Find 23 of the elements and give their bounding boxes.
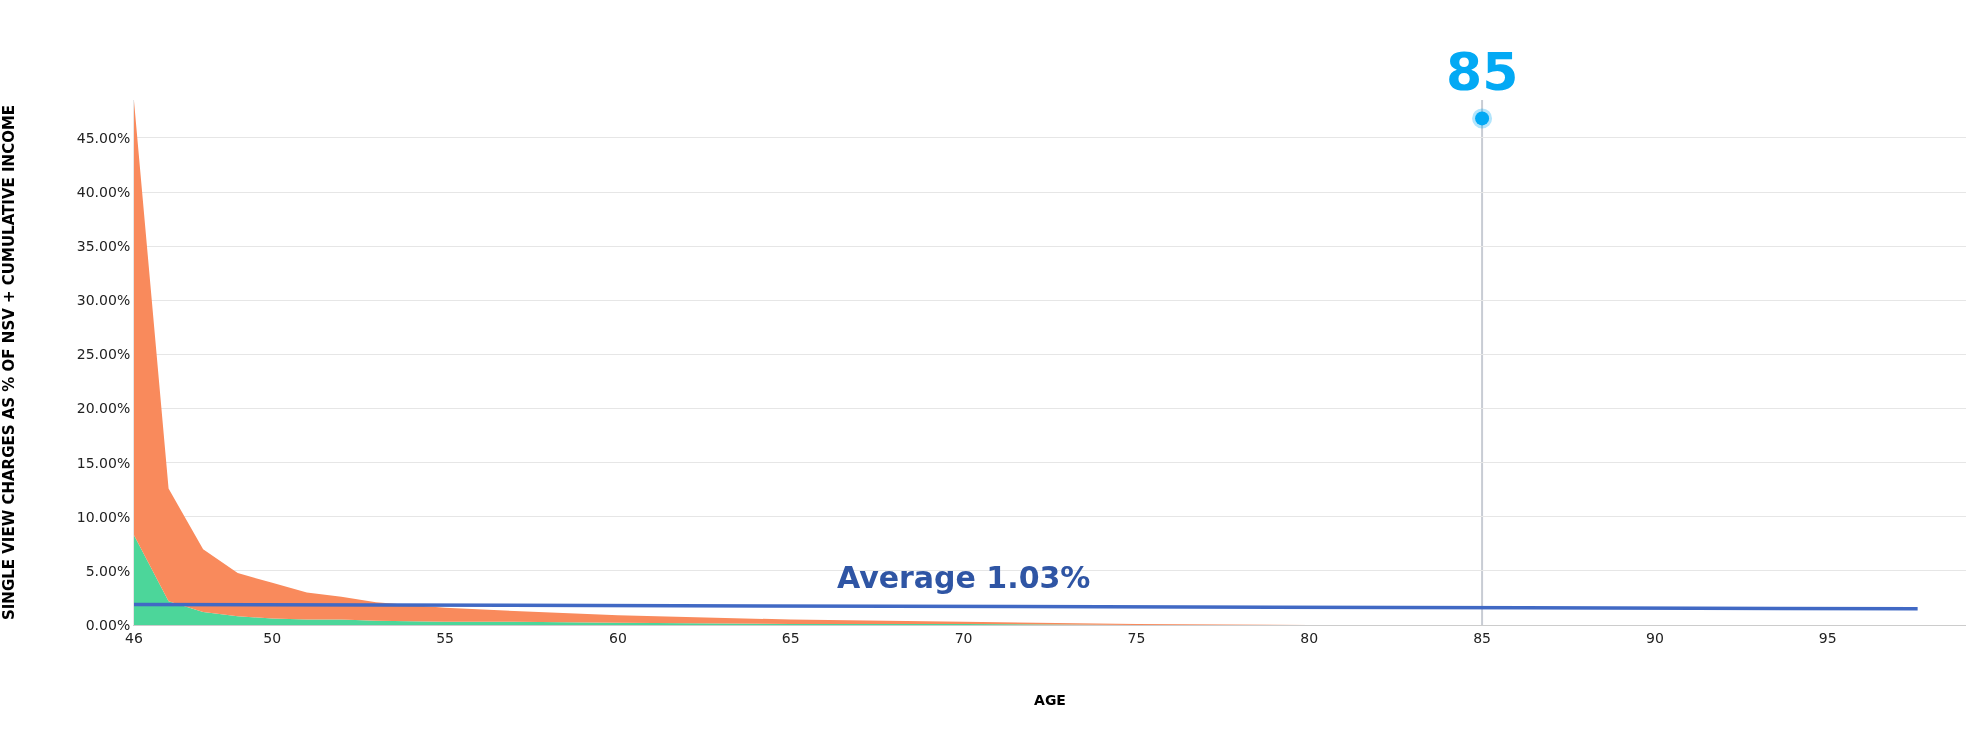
x-tick-label: 80	[1300, 629, 1319, 646]
y-tick-label: 20.00%	[76, 400, 131, 417]
x-tick-label: 65	[781, 629, 800, 646]
x-tick-label: 70	[954, 629, 973, 646]
y-tick-label: 15.00%	[76, 454, 131, 471]
y-tick-label: 35.00%	[76, 238, 131, 255]
annotation: 85	[1446, 42, 1519, 102]
x-tick-label: 55	[436, 629, 454, 646]
y-tick-label: 10.00%	[76, 508, 131, 525]
x-tick-label: 90	[1646, 629, 1664, 646]
x-tick-label: 95	[1818, 629, 1837, 646]
x-tick-label: 75	[1127, 629, 1146, 646]
y-tick-label: 30.00%	[76, 292, 131, 309]
x-axis-title: AGE	[1034, 692, 1066, 709]
x-tick-label: 60	[609, 629, 627, 646]
y-tick-label: 40.00%	[76, 183, 131, 200]
y-tick-label: 25.00%	[76, 346, 131, 363]
x-tick-label: 85	[1473, 629, 1491, 646]
x-tick-label: 50	[263, 629, 282, 646]
annotation: Average 1.03%	[837, 560, 1091, 595]
y-axis-title: SINGLE VIEW CHARGES AS % OF NSV + CUMULATIVE INCOME	[0, 104, 18, 621]
y-tick-label: 5.00%	[85, 562, 131, 579]
y-tick-label: 45.00%	[76, 129, 131, 146]
